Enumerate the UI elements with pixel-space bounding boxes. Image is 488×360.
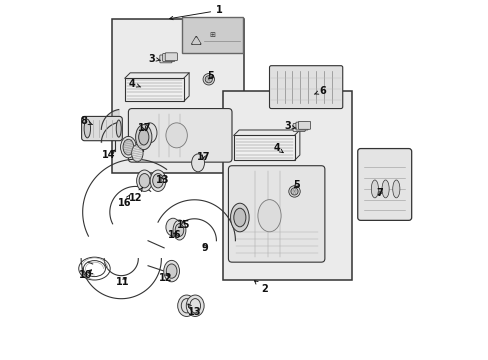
Ellipse shape	[233, 208, 245, 227]
FancyBboxPatch shape	[292, 123, 305, 131]
Text: 6: 6	[314, 86, 326, 96]
FancyBboxPatch shape	[160, 55, 172, 63]
Text: 5: 5	[292, 180, 299, 190]
FancyBboxPatch shape	[112, 19, 244, 173]
Circle shape	[203, 73, 214, 85]
Text: 5: 5	[207, 71, 214, 81]
Ellipse shape	[381, 180, 388, 198]
FancyBboxPatch shape	[81, 116, 122, 141]
FancyBboxPatch shape	[223, 91, 351, 280]
Ellipse shape	[173, 220, 185, 240]
Text: 7: 7	[376, 188, 383, 198]
Text: 14: 14	[102, 150, 115, 160]
FancyBboxPatch shape	[298, 121, 310, 129]
Text: 10: 10	[79, 270, 92, 280]
FancyBboxPatch shape	[182, 18, 242, 53]
Text: 2: 2	[254, 281, 267, 294]
Ellipse shape	[116, 120, 121, 137]
Ellipse shape	[186, 295, 203, 316]
FancyBboxPatch shape	[295, 122, 307, 130]
Text: 12: 12	[159, 273, 172, 283]
FancyBboxPatch shape	[233, 135, 294, 160]
Text: 12: 12	[128, 188, 142, 203]
Ellipse shape	[166, 264, 177, 278]
Ellipse shape	[139, 129, 148, 145]
Ellipse shape	[189, 298, 200, 313]
Ellipse shape	[131, 145, 143, 162]
Text: 1: 1	[169, 5, 223, 20]
FancyBboxPatch shape	[163, 54, 175, 62]
Polygon shape	[192, 38, 200, 44]
Ellipse shape	[165, 123, 187, 148]
Circle shape	[288, 186, 300, 197]
Ellipse shape	[257, 200, 281, 232]
FancyBboxPatch shape	[165, 53, 177, 61]
Text: 15: 15	[177, 220, 190, 230]
Text: 4: 4	[128, 78, 141, 89]
Text: 4: 4	[273, 143, 283, 153]
Ellipse shape	[181, 298, 192, 313]
Text: 3: 3	[148, 54, 160, 64]
Ellipse shape	[135, 125, 152, 150]
Ellipse shape	[123, 139, 134, 155]
Ellipse shape	[150, 170, 165, 192]
FancyBboxPatch shape	[357, 149, 411, 220]
Ellipse shape	[165, 218, 180, 236]
Text: 13: 13	[187, 304, 201, 317]
FancyBboxPatch shape	[228, 166, 324, 262]
Ellipse shape	[136, 170, 152, 192]
Ellipse shape	[84, 119, 90, 138]
Text: 16: 16	[118, 195, 131, 208]
Ellipse shape	[191, 154, 204, 172]
Text: ⊞: ⊞	[209, 32, 215, 38]
Ellipse shape	[230, 203, 248, 232]
Text: 8: 8	[80, 116, 92, 126]
Ellipse shape	[175, 224, 183, 237]
Text: 9: 9	[202, 243, 208, 253]
Ellipse shape	[121, 136, 136, 158]
Ellipse shape	[370, 180, 378, 198]
Ellipse shape	[152, 174, 163, 188]
Text: 13: 13	[155, 175, 169, 185]
Circle shape	[205, 76, 212, 83]
Ellipse shape	[392, 180, 399, 198]
Polygon shape	[191, 36, 201, 44]
FancyBboxPatch shape	[124, 78, 183, 102]
Text: 16: 16	[168, 230, 181, 240]
FancyBboxPatch shape	[128, 109, 231, 162]
Text: 3: 3	[284, 121, 296, 131]
Ellipse shape	[177, 295, 195, 316]
Circle shape	[290, 188, 298, 195]
Ellipse shape	[163, 260, 179, 282]
FancyBboxPatch shape	[269, 66, 342, 109]
Ellipse shape	[139, 174, 149, 188]
Ellipse shape	[142, 123, 157, 143]
Text: 17: 17	[196, 152, 210, 162]
Text: 17: 17	[138, 123, 151, 133]
Text: 11: 11	[116, 277, 129, 287]
